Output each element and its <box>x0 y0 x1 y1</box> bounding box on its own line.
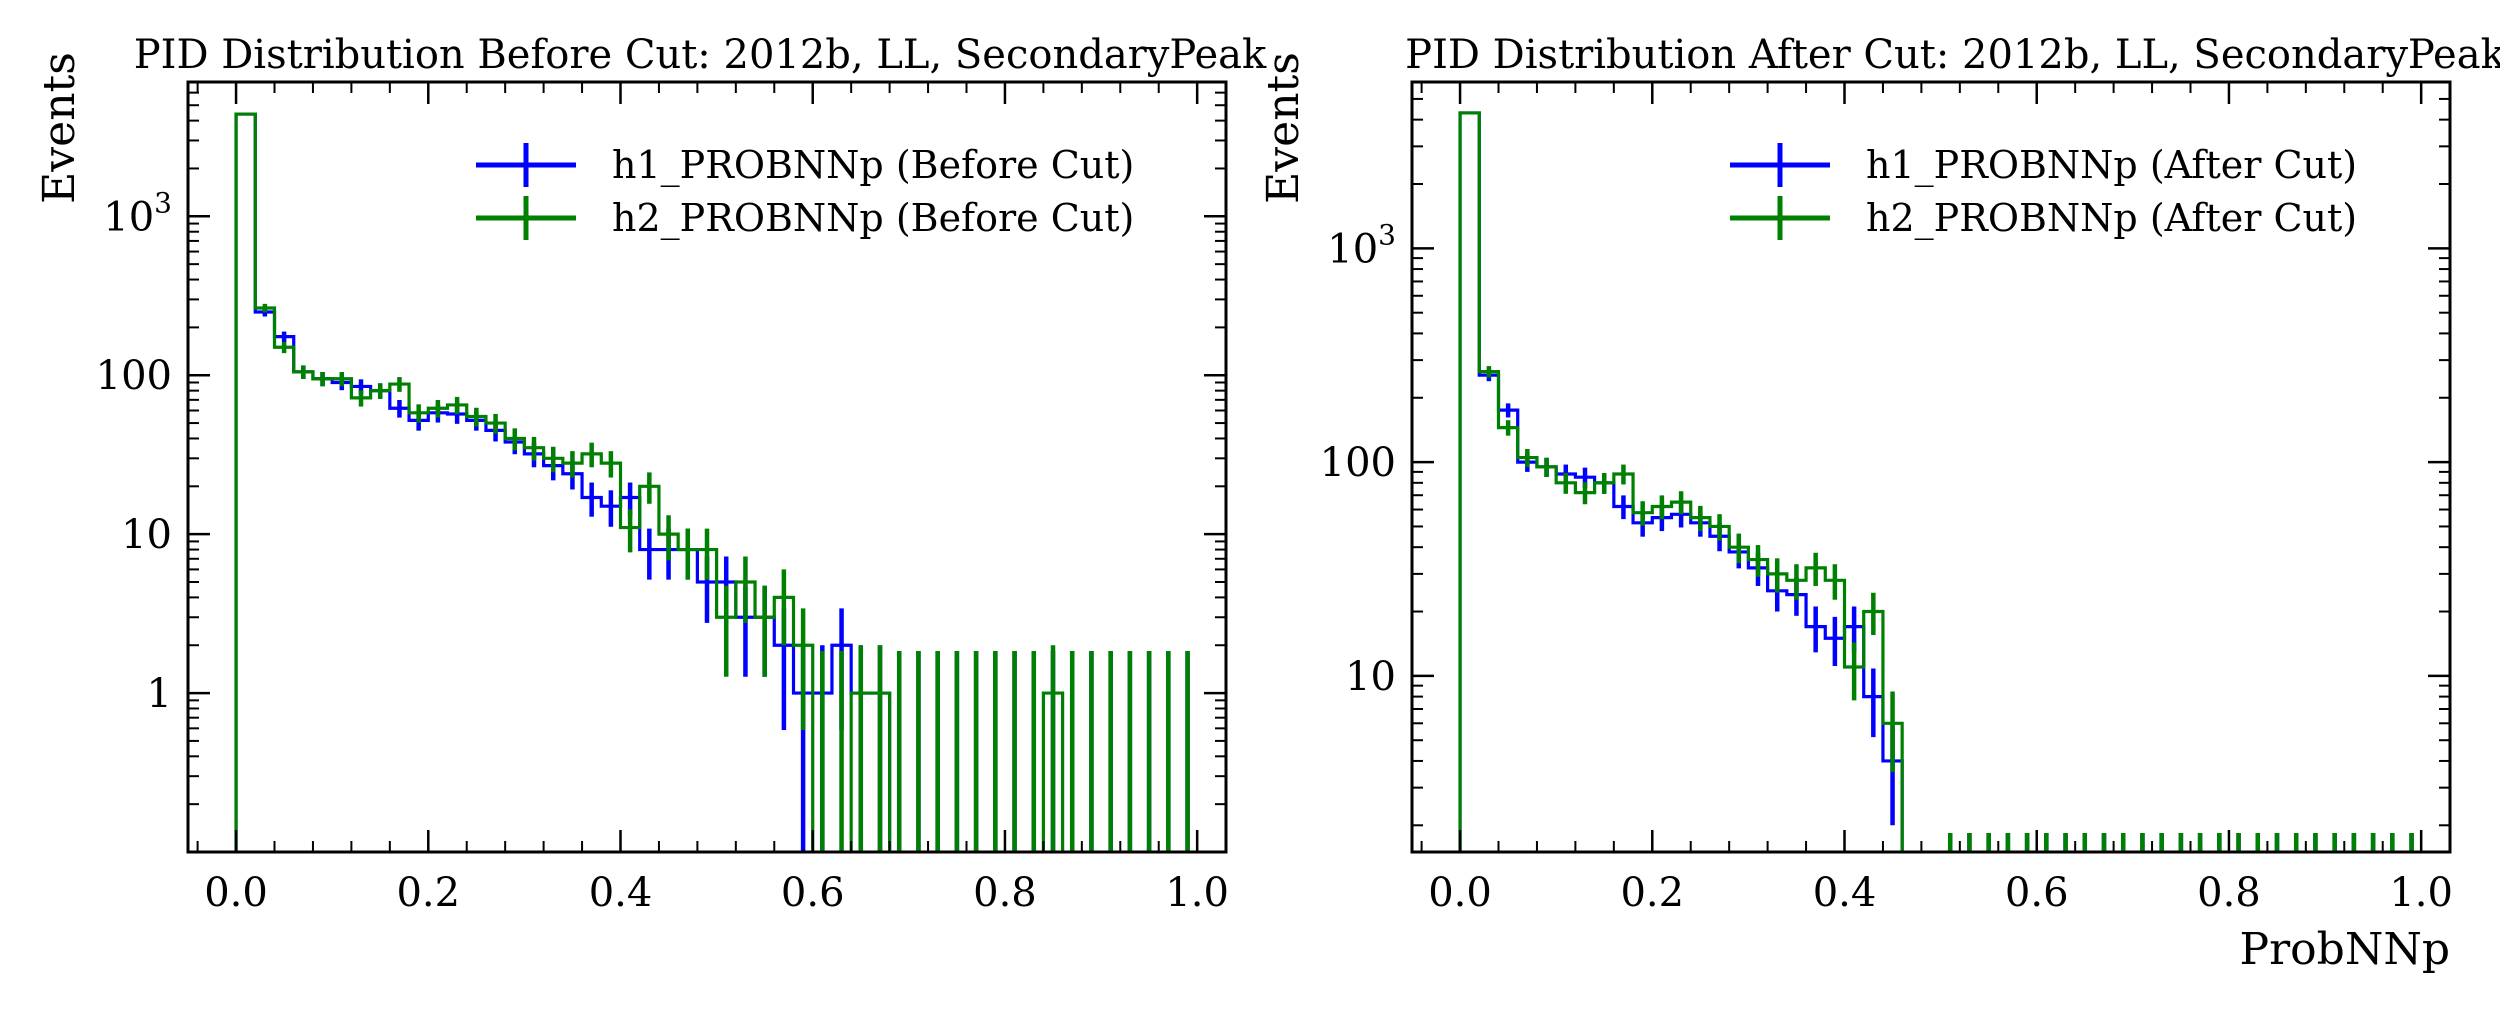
x-tick-label: 1.0 <box>1165 870 1229 916</box>
series-step-1 <box>1458 111 1904 852</box>
x-tick-label: 0.6 <box>781 870 845 916</box>
x-tick-label: 0.4 <box>589 870 653 916</box>
legend-label-h2: h2_PROBNNp (Before Cut) <box>612 196 1134 241</box>
y-tick-label: 10 <box>121 512 172 558</box>
series-step-2 <box>1458 111 1904 852</box>
y-tick-label: 10 <box>1345 654 1396 700</box>
y-tick-label: 103 <box>103 186 172 240</box>
legend-entry-h2: h2_PROBNNp (After Cut) <box>1730 196 2357 241</box>
legend-label-h1: h1_PROBNNp (Before Cut) <box>612 143 1134 188</box>
y-tick-label: 103 <box>1327 218 1396 272</box>
panel-before-cut: PID Distribution Before Cut: 2012b, LL, … <box>34 32 1267 916</box>
x-tick-label: 1.0 <box>2389 870 2453 916</box>
x-tick-label: 0.4 <box>1813 870 1877 916</box>
legend-label-h1: h1_PROBNNp (After Cut) <box>1866 143 2357 188</box>
y-axis-label: Events <box>34 52 85 204</box>
y-axis-label: Events <box>1258 52 1309 204</box>
x-tick-label: 0.0 <box>204 870 268 916</box>
legend-entry-h1: h1_PROBNNp (After Cut) <box>1730 143 2357 188</box>
series-step-2 <box>234 112 1065 852</box>
y-tick-label: 100 <box>96 353 172 399</box>
plot-area: 0.0 0.2 0.4 0.6 0.8 1.0 10 100 103 <box>1320 80 2453 916</box>
data-layer <box>1458 111 2414 852</box>
x-tick-label: 0.0 <box>1428 870 1492 916</box>
y-tick-label: 1 <box>147 671 172 717</box>
chart-title: PID Distribution After Cut: 2012b, LL, S… <box>1405 32 2500 78</box>
plot-frame <box>186 80 1228 854</box>
x-tick-label: 0.8 <box>973 870 1037 916</box>
legend-label-h2: h2_PROBNNp (After Cut) <box>1866 196 2357 241</box>
x-tick-label: 0.8 <box>2197 870 2261 916</box>
x-tick-label: 0.6 <box>2005 870 2069 916</box>
x-axis-label: ProbNNp <box>2240 924 2450 975</box>
legend-entry-h2: h2_PROBNNp (Before Cut) <box>476 196 1134 241</box>
legend: h1_PROBNNp (Before Cut) h2_PROBNNp (Befo… <box>476 143 1134 241</box>
plot-frame <box>1410 80 2452 854</box>
panel-after-cut: PID Distribution After Cut: 2012b, LL, S… <box>1258 32 2500 975</box>
legend-entry-h1: h1_PROBNNp (Before Cut) <box>476 143 1134 188</box>
x-tick-label: 0.2 <box>1620 870 1684 916</box>
chart-title: PID Distribution Before Cut: 2012b, LL, … <box>134 32 1267 78</box>
x-tick-label: 0.2 <box>396 870 460 916</box>
plot-area: 0.0 0.2 0.4 0.6 0.8 1.0 1 10 100 103 <box>96 80 1229 916</box>
legend: h1_PROBNNp (After Cut) h2_PROBNNp (After… <box>1730 143 2357 241</box>
y-tick-label: 100 <box>1320 440 1396 486</box>
